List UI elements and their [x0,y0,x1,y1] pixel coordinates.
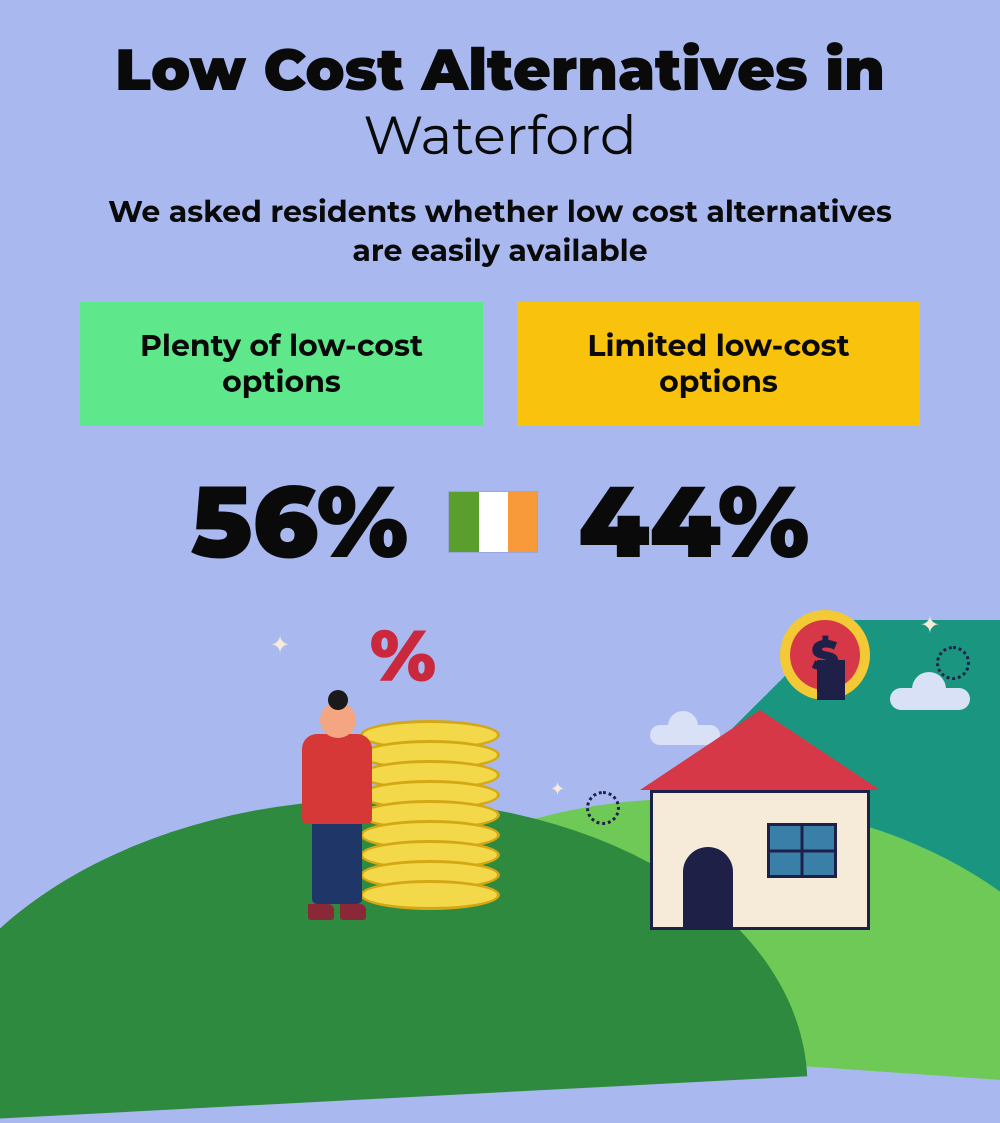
title-line1: Low Cost Alternatives in [115,34,885,105]
option-limited: Limited low-cost options [517,302,920,426]
person-head [320,702,356,738]
house-icon [650,710,880,930]
house-window [767,823,837,878]
options-row: Plenty of low-cost options Limited low-c… [0,302,1000,426]
flag-stripe-orange [508,492,537,552]
sparkle-icon: ✦ [550,778,565,800]
percent-row: 56% 44% [0,461,1000,583]
person-icon [290,702,372,920]
flag-stripe-green [449,492,478,552]
coin-stack-icon [360,730,500,910]
person-feet [308,904,372,920]
title-city: Waterford [0,107,1000,164]
dotted-circle-icon [936,646,970,680]
person-body [302,734,372,824]
option-plenty: Plenty of low-cost options [80,302,483,426]
main-title: Low Cost Alternatives in Waterford [0,0,1000,164]
chimney [817,660,845,700]
person-legs [312,824,362,904]
sparkle-icon: ✦ [270,631,290,660]
percent-left: 56% [191,461,409,583]
ireland-flag-icon [448,491,538,553]
sparkle-icon: ✦ [920,611,940,640]
flag-stripe-white [479,492,508,552]
cloud-icon [890,688,970,710]
illustration: ✦ ✦ ✦ $ % [0,620,1000,1000]
dotted-circle-icon [586,791,620,825]
house-body [650,790,870,930]
house-roof [640,710,880,790]
house-door [683,847,733,927]
percent-icon: % [370,612,436,700]
subtitle: We asked residents whether low cost alte… [0,192,1000,270]
percent-right: 44% [578,461,809,583]
